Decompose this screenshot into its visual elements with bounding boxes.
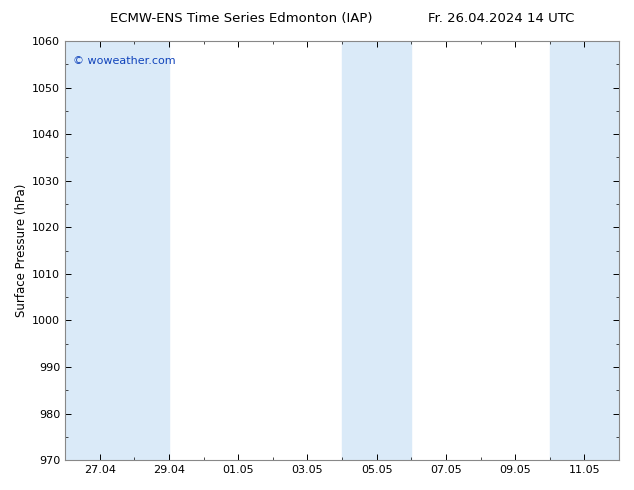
Bar <box>134 41 169 460</box>
Bar <box>65 41 134 460</box>
Y-axis label: Surface Pressure (hPa): Surface Pressure (hPa) <box>15 184 28 318</box>
Text: © woweather.com: © woweather.com <box>74 56 176 66</box>
Text: ECMW-ENS Time Series Edmonton (IAP): ECMW-ENS Time Series Edmonton (IAP) <box>110 12 372 25</box>
Text: Fr. 26.04.2024 14 UTC: Fr. 26.04.2024 14 UTC <box>428 12 574 25</box>
Bar <box>342 41 411 460</box>
Bar <box>550 41 619 460</box>
